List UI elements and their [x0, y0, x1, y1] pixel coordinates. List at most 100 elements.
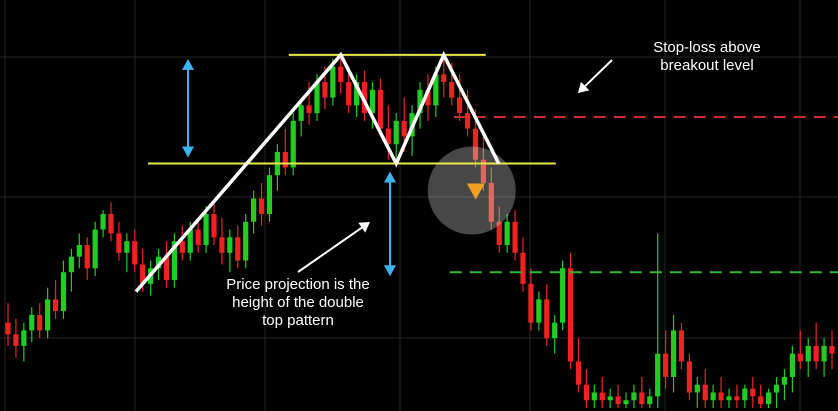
candle-body	[116, 233, 122, 253]
candle-body	[314, 82, 320, 114]
candle	[298, 97, 304, 137]
candle-body	[797, 353, 803, 362]
candle-body	[504, 221, 510, 246]
pointer-head	[358, 222, 370, 233]
candle-body	[251, 198, 257, 222]
candle	[13, 318, 19, 358]
candle	[393, 113, 399, 164]
candle-body	[623, 400, 629, 405]
candle	[84, 237, 90, 280]
candle	[821, 338, 827, 377]
candle	[773, 376, 780, 408]
candle	[528, 268, 534, 331]
candle-body	[678, 330, 685, 362]
candle-body	[758, 396, 764, 405]
candle-body	[37, 314, 43, 331]
candle-body	[781, 376, 788, 385]
measure-arrowhead-down	[182, 146, 194, 158]
candle-body	[528, 283, 534, 323]
candle	[781, 369, 788, 401]
candle	[702, 369, 708, 408]
candle-body	[266, 175, 273, 214]
candle-body	[60, 272, 67, 311]
candle-body	[124, 241, 130, 253]
candle	[195, 221, 201, 253]
candle	[686, 353, 692, 401]
candle-body	[480, 159, 486, 183]
candle-body	[488, 182, 494, 222]
candle-body	[219, 237, 225, 253]
candle-body	[45, 299, 51, 331]
candle	[29, 307, 35, 343]
candle	[441, 54, 447, 98]
candle	[346, 66, 352, 114]
candle	[37, 303, 43, 339]
candle-body	[282, 151, 288, 168]
candle	[290, 113, 296, 176]
candle	[203, 206, 209, 253]
candle	[258, 182, 265, 226]
candle-body	[821, 345, 827, 362]
candle-body	[227, 237, 233, 253]
candle	[575, 338, 582, 393]
candle-body	[179, 241, 185, 253]
candle-body	[789, 353, 795, 377]
measure-arrowhead-up	[182, 58, 194, 70]
candle	[544, 283, 550, 346]
candle	[171, 233, 177, 288]
candle-body	[187, 229, 193, 253]
candle	[179, 225, 185, 261]
pattern-height-arrow	[182, 58, 194, 158]
candle	[369, 82, 376, 129]
candle	[678, 322, 685, 370]
candle-body	[68, 256, 74, 273]
candle-body	[163, 256, 170, 280]
candle-body	[520, 252, 526, 284]
candle	[750, 376, 756, 408]
candle	[76, 233, 82, 269]
candle-body	[361, 82, 368, 114]
candle	[68, 248, 74, 292]
stop-loss-text-line-2: breakout level	[660, 57, 754, 74]
candle	[282, 128, 288, 176]
candle-body	[773, 384, 780, 393]
candle-body	[742, 388, 748, 401]
candle	[663, 330, 669, 389]
candle-body	[290, 120, 296, 168]
candle	[805, 338, 811, 377]
candle	[227, 229, 233, 273]
candle	[607, 388, 613, 408]
candle-body	[195, 229, 201, 246]
stop-loss-annotation: Stop-loss above breakout level	[612, 39, 802, 75]
candle-body	[108, 214, 114, 234]
pointer-head	[578, 81, 590, 93]
candle	[512, 210, 518, 261]
candle	[45, 287, 51, 339]
candle-body	[607, 396, 613, 401]
candle	[599, 376, 605, 408]
candle	[829, 330, 835, 370]
candle-body	[750, 388, 756, 397]
candle	[734, 384, 740, 408]
candle-body	[639, 392, 645, 405]
candle	[758, 384, 764, 408]
candle-body	[401, 120, 407, 137]
candle-body	[346, 82, 352, 106]
candle-body	[512, 221, 518, 253]
candle-body	[92, 229, 98, 269]
candle	[100, 210, 106, 238]
price-projection-annotation: Price projection is the height of the do…	[178, 276, 418, 330]
candle-body	[686, 361, 692, 393]
candle-body	[726, 396, 732, 401]
candle-body	[631, 392, 637, 401]
candle-body	[544, 299, 550, 339]
candle-body	[805, 345, 811, 362]
candle-body	[258, 198, 265, 214]
candle-body	[583, 384, 589, 401]
candle	[726, 388, 732, 408]
candle-body	[615, 396, 621, 405]
candle-body	[766, 392, 772, 405]
candle-body	[235, 237, 241, 261]
measure-arrowhead-up	[384, 171, 396, 183]
